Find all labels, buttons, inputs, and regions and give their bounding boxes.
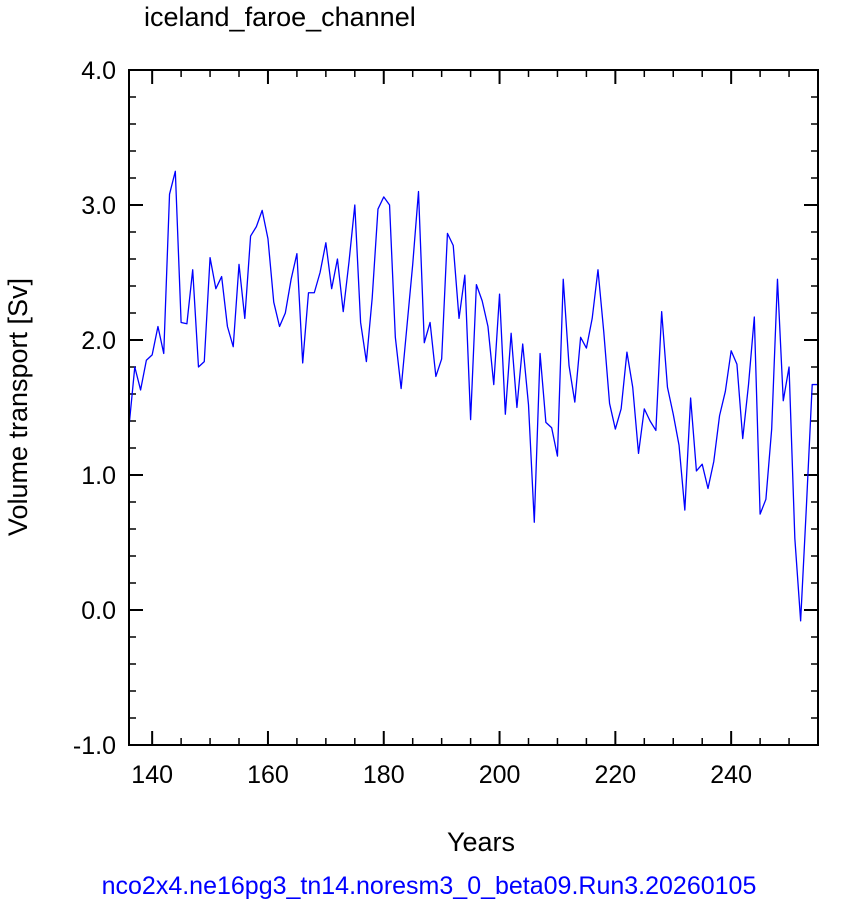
- minor-ticks: [129, 70, 819, 745]
- y-tick-label: 3.0: [81, 192, 116, 220]
- y-tick-label: 4.0: [81, 57, 116, 85]
- x-tick-label: 160: [247, 761, 289, 789]
- x-tick-label: 220: [594, 761, 636, 789]
- series-line: [128, 170, 818, 622]
- run-identifier: nco2x4.ne16pg3_tn14.noresm3_0_beta09.Run…: [101, 872, 757, 900]
- x-tick-label: 180: [363, 761, 405, 789]
- y-tick-label: 0.0: [81, 597, 116, 625]
- major-ticks: [129, 69, 818, 746]
- tick-labels: 140 160 180 200 220 240 -1.0 0.0 1.0 2.0 3.0 4.0: [73, 57, 752, 789]
- plot-frame: [128, 69, 819, 746]
- x-tick-label: 240: [710, 761, 752, 789]
- y-tick-label: 2.0: [81, 327, 116, 355]
- chart-title: iceland_faroe_channel: [144, 2, 416, 32]
- x-axis-label: Years: [447, 827, 515, 857]
- y-axis-label: Volume transport [Sv]: [3, 278, 33, 536]
- series-layer: [128, 170, 818, 622]
- y-tick-label: -1.0: [73, 732, 116, 760]
- x-tick-label: 140: [131, 761, 173, 789]
- y-tick-label: 1.0: [81, 462, 116, 490]
- x-tick-label: 200: [479, 761, 521, 789]
